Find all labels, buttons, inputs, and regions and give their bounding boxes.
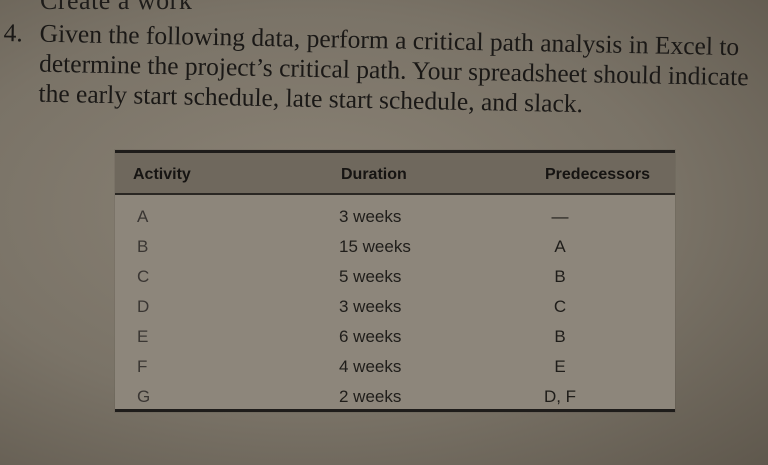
duration-cell: 2 weeks bbox=[339, 387, 402, 406]
table-header-rule bbox=[115, 193, 675, 195]
predecessors-cell: B bbox=[554, 327, 566, 346]
activity-cell: D bbox=[137, 297, 150, 316]
activity-cell: B bbox=[137, 237, 149, 256]
table-row: A 3 weeks — bbox=[115, 207, 675, 237]
predecessors-cell: E bbox=[554, 357, 566, 376]
predecessors-cell: A bbox=[554, 237, 566, 256]
table-header-band bbox=[115, 153, 675, 193]
duration-cell: 5 weeks bbox=[339, 267, 402, 286]
header-duration: Duration bbox=[341, 166, 407, 183]
problem-statement: 4. Given the following data, perform a c… bbox=[2, 18, 768, 123]
duration-cell: 6 weeks bbox=[339, 327, 402, 346]
table-top-rule bbox=[115, 150, 675, 153]
table-row: F 4 weeks E bbox=[115, 357, 675, 387]
predecessors-cell: B bbox=[554, 267, 566, 286]
duration-cell: 3 weeks bbox=[339, 207, 402, 226]
activity-cell: F bbox=[137, 357, 148, 376]
predecessors-cell: — bbox=[551, 207, 569, 226]
table-row: E 6 weeks B bbox=[115, 327, 675, 357]
table-row: C 5 weeks B bbox=[115, 267, 675, 297]
problem-number: 4. bbox=[3, 18, 24, 48]
table-row: G 2 weeks D, F bbox=[115, 387, 675, 417]
duration-cell: 4 weeks bbox=[339, 357, 402, 376]
predecessors-cell: D, F bbox=[543, 387, 577, 406]
activity-table: Activity Duration Predecessors A 3 weeks… bbox=[115, 150, 675, 412]
predecessors-cell: C bbox=[553, 297, 567, 316]
problem-text: Given the following data, perform a crit… bbox=[38, 18, 749, 119]
table-row: D 3 weeks C bbox=[115, 297, 675, 327]
header-activity: Activity bbox=[133, 166, 191, 183]
activity-cell: G bbox=[137, 387, 151, 406]
table-bottom-rule bbox=[115, 409, 675, 412]
cropped-previous-line: Create a work bbox=[40, 0, 193, 15]
activity-cell: C bbox=[137, 267, 150, 286]
duration-cell: 3 weeks bbox=[339, 297, 402, 316]
header-predecessors: Predecessors bbox=[545, 166, 650, 183]
table-row: B 15 weeks A bbox=[115, 237, 675, 267]
activity-cell: E bbox=[137, 327, 149, 346]
activity-cell: A bbox=[137, 207, 149, 226]
duration-cell: 15 weeks bbox=[339, 237, 411, 256]
